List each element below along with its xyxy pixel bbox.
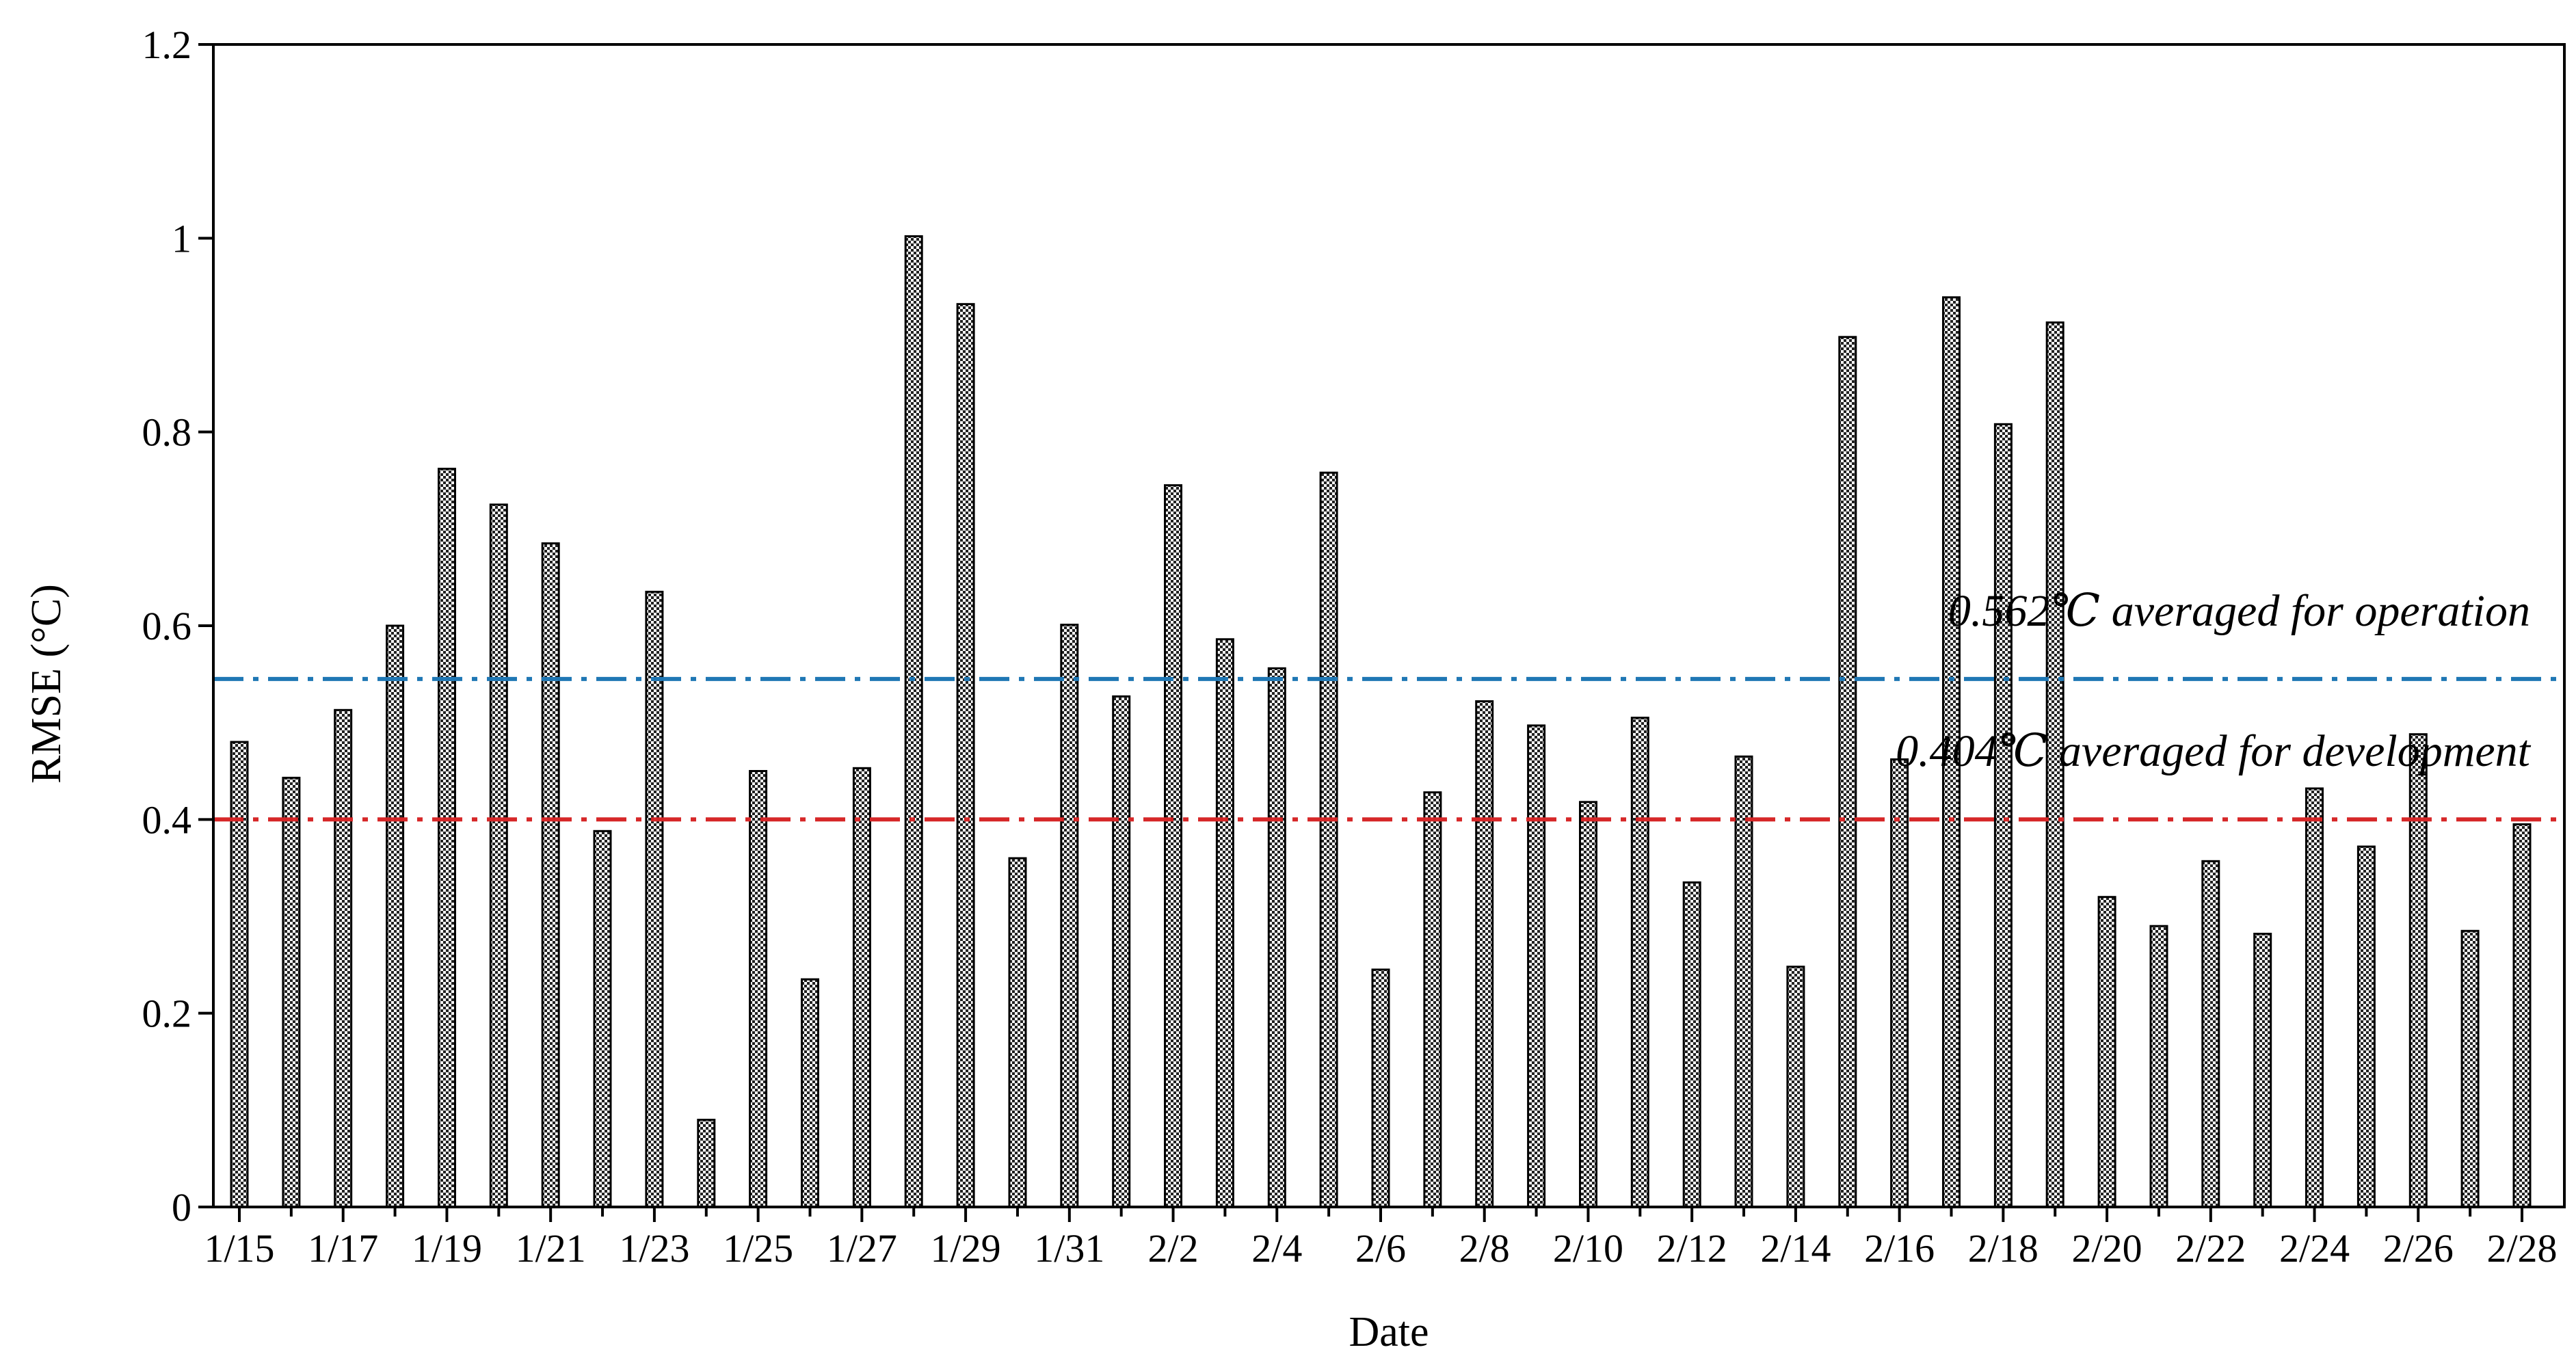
bar-1-22: [593, 830, 612, 1208]
bar-2-25: [2356, 845, 2376, 1208]
bar-1-25: [749, 770, 768, 1208]
bar-2-24: [2305, 787, 2324, 1208]
y-tick-label: 0.6: [142, 604, 192, 648]
labels-layer: RMSE (°C) Date: [23, 584, 1429, 1355]
bar-2-20: [2097, 896, 2116, 1208]
reference-lines-layer: 0.562℃ averaged for operation 0.404℃ aver…: [213, 586, 2564, 822]
bar-2-21: [2149, 925, 2168, 1208]
bar-2-7: [1423, 791, 1442, 1208]
x-tick-label: 2/22: [2175, 1226, 2246, 1271]
bar-2-27: [2460, 929, 2480, 1208]
x-tick-label: 1/29: [931, 1226, 1001, 1271]
bar-2-12: [1682, 881, 1701, 1208]
bar-2-22: [2201, 860, 2220, 1208]
bar-1-29: [956, 303, 975, 1208]
reference-line-label-operation: 0.562℃ averaged for operation: [1948, 586, 2530, 636]
bar-2-5: [1319, 471, 1338, 1208]
x-tick-label: 2/28: [2486, 1226, 2557, 1271]
x-tick-label: 2/14: [1760, 1226, 1831, 1271]
bar-1-26: [801, 978, 819, 1208]
x-tick-label: 1/31: [1034, 1226, 1104, 1271]
bar-1-20: [489, 503, 508, 1208]
x-tick-label: 1/27: [827, 1226, 897, 1271]
x-tick-label: 2/8: [1459, 1226, 1510, 1271]
bar-1-23: [645, 590, 664, 1208]
bar-1-24: [697, 1119, 716, 1208]
bar-2-16: [1890, 758, 1909, 1208]
bar-1-27: [852, 767, 871, 1208]
x-tick-label: 1/17: [308, 1226, 378, 1271]
x-tick-label: 2/16: [1864, 1226, 1935, 1271]
bar-2-23: [2253, 933, 2272, 1208]
bar-1-30: [1008, 857, 1027, 1208]
y-tick-label: 0.8: [142, 410, 192, 455]
y-tick-label: 0: [172, 1185, 191, 1230]
x-axis-title: Date: [1349, 1309, 1429, 1355]
axes-layer: 0 0.2 0.4 0.6 0.8 1 1.2 1/15 1/17 1/19 1/21 1/23 1/2…: [142, 23, 2566, 1271]
bar-2-6: [1371, 968, 1390, 1208]
bar-1-31: [1060, 624, 1079, 1208]
x-tick-label: 2/4: [1251, 1226, 1302, 1271]
x-tick-label: 2/20: [2072, 1226, 2142, 1271]
y-tick-label: 1: [172, 216, 191, 261]
x-tick-label: 2/18: [1968, 1226, 2039, 1271]
x-tick-label: 1/19: [412, 1226, 482, 1271]
bar-1-16: [282, 776, 301, 1208]
bar-1-21: [541, 542, 560, 1208]
bar-2-14: [1786, 966, 1805, 1208]
bar-2-3: [1215, 638, 1234, 1208]
bar-1-18: [386, 624, 405, 1208]
y-tick-label: 0.2: [142, 992, 192, 1036]
bar-2-26: [2408, 733, 2428, 1208]
bar-2-1: [1112, 695, 1131, 1208]
bar-2-10: [1579, 801, 1597, 1208]
bar-1-28: [904, 235, 923, 1208]
bar-2-11: [1630, 717, 1649, 1208]
x-tick-label: 1/23: [619, 1226, 689, 1271]
x-tick-label: 1/25: [723, 1226, 793, 1271]
bar-2-15: [1838, 336, 1857, 1208]
bar-2-13: [1734, 755, 1753, 1208]
y-tick-label: 0.4: [142, 797, 192, 842]
x-tick-label: 2/26: [2383, 1226, 2454, 1271]
x-tick-label: 1/21: [516, 1226, 586, 1271]
x-tick-label: 2/12: [1657, 1226, 1727, 1271]
x-tick-label: 2/6: [1355, 1226, 1406, 1271]
bar-2-2: [1164, 484, 1182, 1208]
bar-2-28: [2512, 823, 2532, 1208]
bars-layer: [230, 235, 2532, 1208]
bar-2-9: [1527, 724, 1546, 1208]
reference-line-label-development: 0.404℃ averaged for development: [1896, 726, 2532, 776]
x-tick-label: 2/10: [1553, 1226, 1623, 1271]
bar-2-8: [1475, 700, 1494, 1208]
x-tick-label: 2/2: [1147, 1226, 1198, 1271]
bar-2-18: [1993, 423, 2013, 1208]
y-tick-label: 1.2: [142, 23, 192, 67]
x-tick-label: 1/15: [204, 1226, 274, 1271]
bar-2-4: [1267, 667, 1286, 1208]
y-axis-title: RMSE (°C): [23, 584, 70, 784]
bar-1-15: [230, 741, 249, 1208]
x-tick-label: 2/24: [2279, 1226, 2350, 1271]
bar-1-19: [438, 468, 456, 1208]
bar-1-17: [334, 708, 353, 1208]
